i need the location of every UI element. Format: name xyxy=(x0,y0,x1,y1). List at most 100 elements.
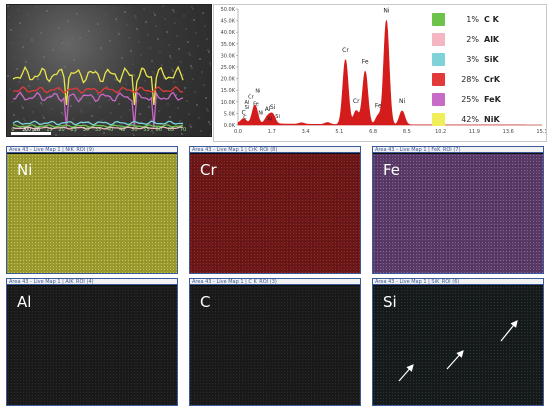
y-tick-label: 30.0K xyxy=(221,53,236,59)
texture-dot xyxy=(173,81,175,83)
low-energy-label: Cr xyxy=(248,94,254,100)
map-title: Area 43 - Live Map 1 | C K_ROI (3) xyxy=(190,279,360,285)
texture-dot xyxy=(142,67,144,69)
texture-dot xyxy=(79,37,81,39)
texture-dot xyxy=(40,32,42,34)
map-fe: Area 43 - Live Map 1 | FeK_ROI (7) Fe xyxy=(372,146,544,274)
texture-dot xyxy=(45,69,47,71)
linescan-x-tick: 10 xyxy=(34,127,40,133)
map-c: Area 43 - Live Map 1 | C K_ROI (3) C xyxy=(189,278,361,406)
texture-dot xyxy=(21,35,23,37)
texture-dot xyxy=(125,83,127,85)
texture-dot xyxy=(95,80,97,82)
texture-dot xyxy=(171,129,173,131)
texture-dot xyxy=(36,6,38,8)
y-tick-label: 0.0K xyxy=(224,123,236,129)
texture-dot xyxy=(192,8,194,10)
texture-dot xyxy=(100,47,102,49)
texture-dot xyxy=(117,31,119,33)
texture-dot xyxy=(153,12,155,14)
texture-dot xyxy=(101,119,103,121)
texture-dot xyxy=(157,38,159,40)
texture-dot xyxy=(132,63,134,65)
x-tick-label: 11.9 xyxy=(469,129,480,135)
texture-dot xyxy=(170,57,172,59)
legend-swatch xyxy=(432,52,445,66)
map-si: Area 43 - Live Map 1 | SiK_ROI (6) Si xyxy=(372,278,544,406)
texture-dot xyxy=(89,102,91,104)
texture-dot xyxy=(51,108,53,110)
texture-dot xyxy=(140,54,142,56)
y-tick-label: 50.0K xyxy=(221,7,236,13)
texture-dot xyxy=(173,11,175,13)
legend-pct: 42% xyxy=(461,114,479,124)
texture-dot xyxy=(172,9,174,11)
texture-dot xyxy=(58,88,60,90)
texture-dot xyxy=(78,96,80,98)
y-tick-label: 20.0K xyxy=(221,77,236,83)
map-title: Area 43 - Live Map 1 | FeK_ROI (7) xyxy=(373,147,543,153)
texture-dot xyxy=(33,52,35,54)
cr-line xyxy=(12,85,184,94)
peak-label: Cr xyxy=(353,98,360,105)
texture-dot xyxy=(67,20,69,22)
texture-dot xyxy=(151,60,153,62)
texture-dot xyxy=(192,78,194,80)
texture-dot xyxy=(16,68,18,70)
map-element-label: Cr xyxy=(200,161,217,179)
texture-dot xyxy=(94,69,96,71)
texture-dot xyxy=(111,53,113,55)
linescan-x-tick: 35 xyxy=(95,127,101,133)
legend-name: C K xyxy=(484,14,499,24)
texture-dot xyxy=(59,29,61,31)
linescan-plot: 0 5 10 15 20 25 30 35 40 45 50 55 60 65 70 200 µm xyxy=(7,5,211,136)
texture-dot xyxy=(143,8,145,10)
texture-dot xyxy=(194,91,196,93)
low-energy-label: Si xyxy=(245,105,250,111)
texture-dot xyxy=(153,73,155,75)
texture-dot xyxy=(73,59,75,61)
texture-dot xyxy=(139,113,141,115)
eds-spectrum-panel: 50.0K 45.0K 40.0K 35.0K 30.0K 25.0K 20.0K 15.0K… xyxy=(213,4,547,142)
texture-dot xyxy=(20,94,22,96)
texture-dot xyxy=(113,66,115,68)
texture-dot xyxy=(128,37,130,39)
texture-dot xyxy=(54,62,56,64)
texture-dot xyxy=(98,34,100,36)
texture-dot xyxy=(202,12,204,14)
x-tick-label: 15.3 xyxy=(536,129,546,135)
texture-dot xyxy=(34,124,36,126)
texture-dot xyxy=(88,30,90,32)
texture-dot xyxy=(177,107,179,109)
texture-dot xyxy=(52,49,54,51)
texture-dot xyxy=(129,109,131,111)
texture-dot xyxy=(81,50,83,52)
map-title: Area 43 - Live Map 1 | AlK_ROI (4) xyxy=(7,279,177,285)
low-energy-label: C xyxy=(243,115,247,121)
map-al-image xyxy=(7,286,177,405)
linescan-x-tick: 5 xyxy=(24,127,27,133)
legend-swatch xyxy=(432,92,445,106)
texture-dot xyxy=(69,33,71,35)
eds-spectrum-plot: 50.0K 45.0K 40.0K 35.0K 30.0K 25.0K 20.0K 15.0K… xyxy=(221,7,546,135)
texture-dot xyxy=(159,51,161,53)
legend-pct: 2% xyxy=(466,34,479,44)
legend-pct: 25% xyxy=(461,94,479,104)
peak-label: Ni xyxy=(399,98,405,105)
texture-dot xyxy=(97,93,99,95)
legend-name: SiK xyxy=(484,54,499,64)
legend-swatch xyxy=(432,72,445,86)
texture-dot xyxy=(22,107,24,109)
texture-dot xyxy=(49,95,51,97)
linescan-x-tick: 65 xyxy=(168,127,174,133)
linescan-x-tick: 70 xyxy=(180,127,186,133)
texture-dot xyxy=(66,79,68,81)
peak-label: Si xyxy=(270,104,276,111)
texture-dot xyxy=(207,49,209,51)
texture-dot xyxy=(210,64,211,66)
texture-dot xyxy=(110,112,112,114)
texture-dot xyxy=(166,31,168,33)
texture-dot xyxy=(155,25,157,27)
texture-dot xyxy=(116,90,118,92)
texture-dot xyxy=(130,50,132,52)
